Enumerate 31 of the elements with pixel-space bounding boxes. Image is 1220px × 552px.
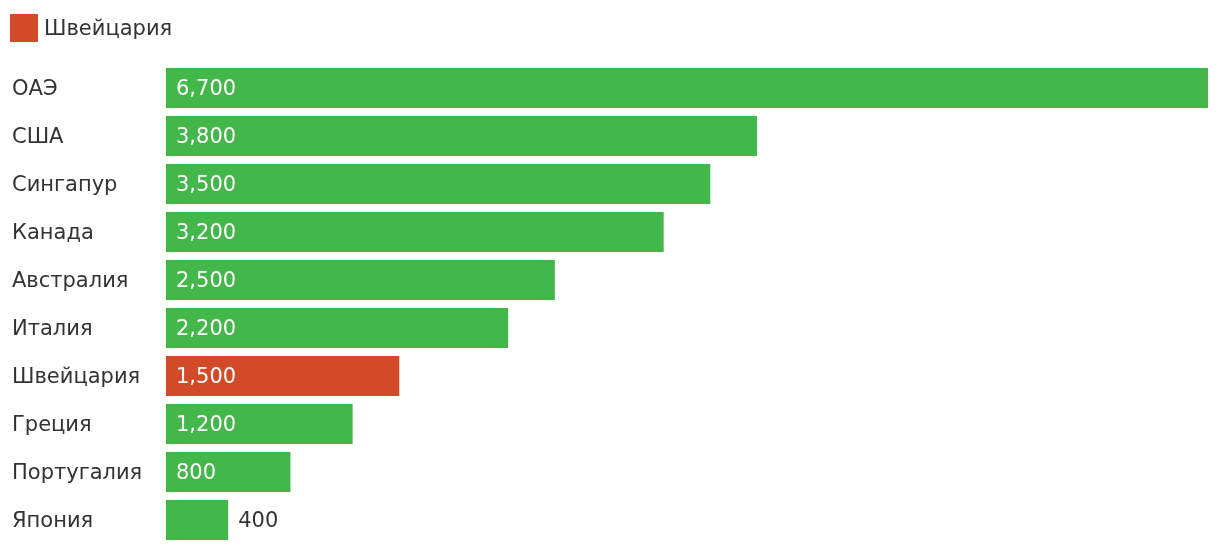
bar [166,452,291,492]
data-label: 2,200 [176,316,237,341]
y-tick-label: ОАЭ [12,76,58,101]
data-label: 3,200 [176,220,237,245]
data-label: 3,500 [176,172,237,197]
y-tick-label: Сингапур [12,172,118,197]
data-label: 1,500 [176,364,237,389]
bar [166,164,711,204]
bar [166,68,1208,108]
y-tick-label: Италия [12,316,93,341]
data-label: 6,700 [176,76,237,101]
bar [166,356,400,396]
data-label: 1,200 [176,412,237,437]
y-tick-label: Швейцария [12,364,141,389]
data-label: 2,500 [176,268,237,293]
y-tick-label: Австралия [12,268,129,293]
y-tick-label: Япония [12,508,94,533]
bar [166,404,353,444]
data-label: 800 [176,460,217,485]
y-tick-label: Португалия [12,460,143,485]
y-tick-label: Греция [12,412,92,437]
y-tick-label: Канада [12,220,94,245]
bar [166,308,509,348]
legend-label: Швейцария [44,16,173,41]
data-label: 3,800 [176,124,237,149]
bar [166,500,229,540]
bar [166,212,664,252]
bar [166,260,555,300]
data-label: 400 [238,508,279,533]
y-tick-label: США [12,124,65,149]
bar [166,116,757,156]
